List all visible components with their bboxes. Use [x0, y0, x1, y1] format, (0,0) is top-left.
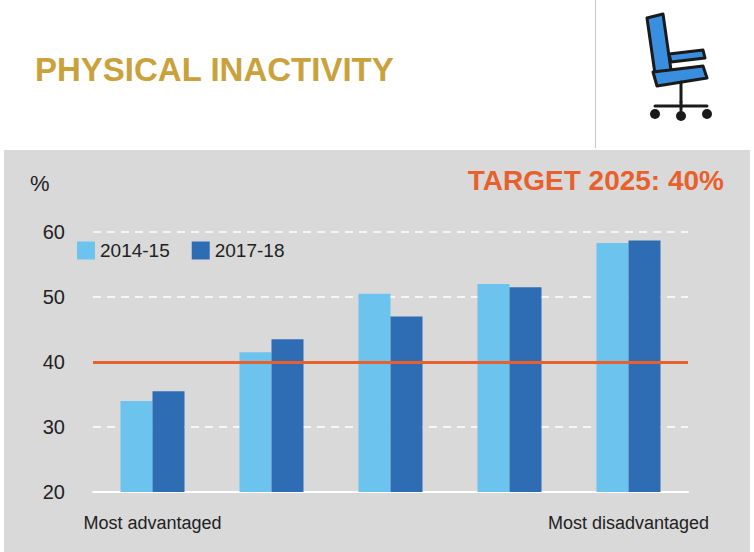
svg-text:30: 30 [43, 416, 65, 438]
svg-text:%: % [30, 171, 50, 196]
svg-text:TARGET 2025: 40%: TARGET 2025: 40% [468, 165, 724, 196]
svg-text:60: 60 [43, 221, 65, 243]
svg-text:Most advantaged: Most advantaged [83, 513, 221, 533]
svg-text:20: 20 [43, 481, 65, 503]
svg-text:PHYSICAL INACTIVITY: PHYSICAL INACTIVITY [35, 51, 394, 88]
svg-text:40: 40 [43, 351, 65, 373]
svg-text:50: 50 [43, 286, 65, 308]
svg-text:2014-15: 2014-15 [100, 240, 170, 261]
svg-text:2017-18: 2017-18 [215, 240, 285, 261]
svg-text:Most disadvantaged: Most disadvantaged [548, 513, 709, 533]
